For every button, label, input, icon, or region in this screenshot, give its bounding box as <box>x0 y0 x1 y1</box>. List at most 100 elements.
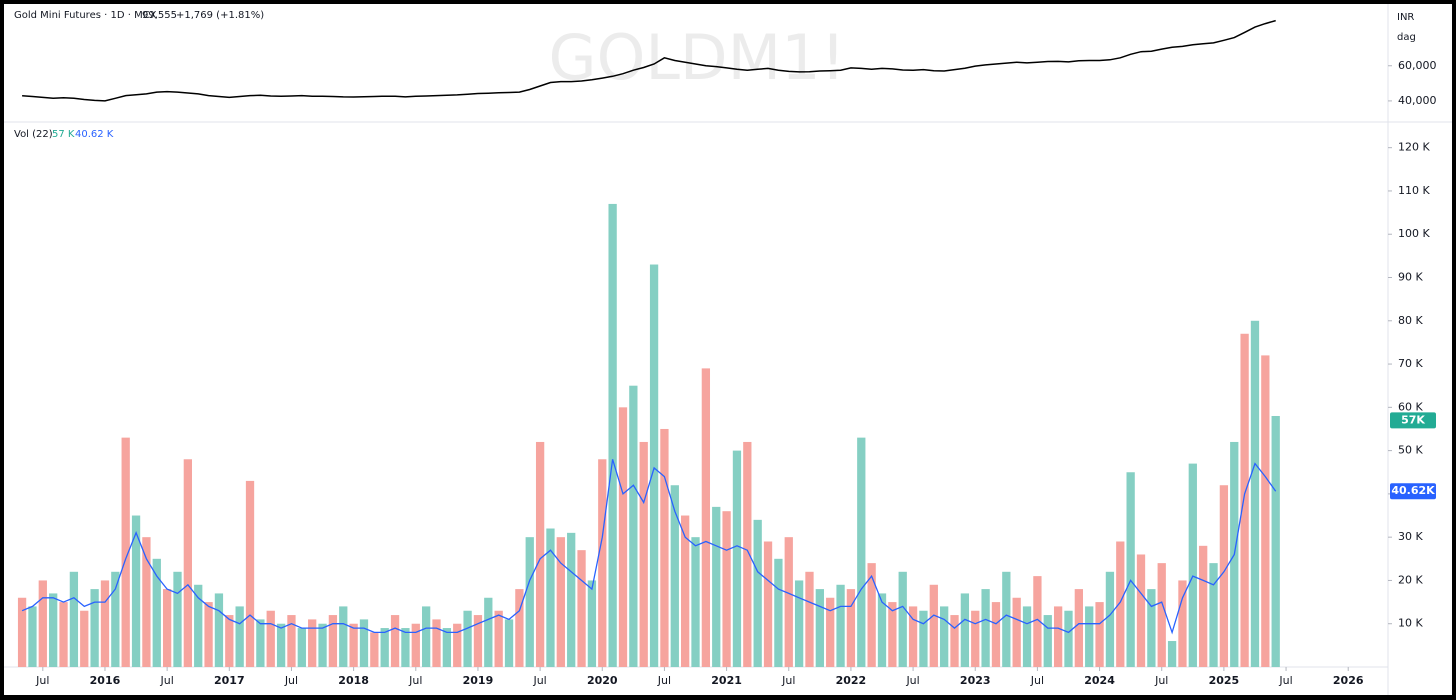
x-tick-label: Jul <box>657 674 671 687</box>
price-badge-label: 40.62K <box>1391 484 1435 497</box>
volume-bar <box>898 571 907 667</box>
volume-bar <box>390 615 400 667</box>
volume-bar <box>90 589 99 667</box>
x-tick-label: 2022 <box>836 674 867 687</box>
volume-bar <box>432 619 441 667</box>
volume-bar <box>815 589 824 667</box>
volume-bar <box>846 589 856 667</box>
volume-bar <box>826 597 835 667</box>
volume-bar <box>618 407 628 667</box>
volume-bar <box>649 264 659 667</box>
price-change: +1,769 (+1.81%) <box>176 10 264 21</box>
volume-bar <box>546 528 555 667</box>
y-tick-label: 30 K <box>1398 530 1423 543</box>
volume-bar <box>111 571 120 667</box>
x-tick-label: Jul <box>35 674 49 687</box>
volume-bar <box>297 628 306 667</box>
volume-bar <box>194 584 203 667</box>
volume-bar <box>805 571 814 667</box>
volume-bar <box>639 441 648 667</box>
volume-bar <box>49 593 58 667</box>
volume-bar <box>28 606 37 667</box>
y-tick-label: 20 K <box>1398 573 1423 586</box>
volume-bar <box>1250 320 1260 667</box>
chart-title: Gold Mini Futures · 1D · MCX <box>14 10 157 21</box>
volume-bar <box>204 602 213 667</box>
volume-bar <box>1178 580 1187 667</box>
volume-bar <box>919 610 928 667</box>
volume-bar <box>867 563 876 667</box>
volume-bar <box>950 615 959 667</box>
volume-bar <box>1219 485 1229 667</box>
x-tick-label: 2025 <box>1209 674 1240 687</box>
y-tick-label: 40,000 <box>1398 94 1437 107</box>
volume-bar <box>836 584 845 667</box>
x-tick-label: Jul <box>284 674 298 687</box>
volume-bar <box>328 615 338 667</box>
volume-bar <box>908 606 918 667</box>
volume-bar <box>629 385 638 667</box>
volume-bar <box>1199 545 1208 667</box>
volume-bar <box>763 541 773 667</box>
volume-bar <box>1167 641 1177 667</box>
volume-bar <box>774 558 783 667</box>
volume-bar <box>359 619 369 667</box>
volume-bar <box>784 537 793 667</box>
volume-legend-value: 57 K <box>52 129 75 140</box>
volume-bar <box>142 537 151 667</box>
volume-bar <box>411 623 420 667</box>
volume-bar <box>473 615 483 667</box>
y-tick-label: 60,000 <box>1398 59 1437 72</box>
price-badge <box>1390 412 1436 429</box>
volume-title: Vol (22) <box>14 129 53 140</box>
volume-bar <box>225 615 234 667</box>
volume-bar <box>577 550 586 667</box>
price-badge <box>1390 483 1436 500</box>
volume-bar <box>1188 463 1197 667</box>
x-tick-label: 2024 <box>1084 674 1115 687</box>
x-tick-label: 2018 <box>338 674 369 687</box>
volume-bar <box>1147 589 1156 667</box>
volume-bar <box>349 623 358 667</box>
volume-bar <box>276 623 286 667</box>
x-tick-label: 2020 <box>587 674 618 687</box>
volume-bar <box>463 610 472 667</box>
volume-bar <box>960 593 970 667</box>
volume-bar <box>370 632 379 667</box>
volume-bar <box>245 480 255 667</box>
volume-bar <box>80 610 89 667</box>
x-tick-label: Jul <box>159 674 173 687</box>
volume-bar <box>183 459 192 667</box>
volume-bar <box>121 437 130 667</box>
volume-bar <box>266 610 275 667</box>
volume-bar <box>991 602 1001 667</box>
y-tick-label: 90 K <box>1398 271 1423 284</box>
volume-bar <box>287 615 296 667</box>
volume-bar <box>1043 615 1052 667</box>
volume-bar <box>1116 541 1125 667</box>
volume-bar <box>981 589 990 667</box>
volume-bar <box>712 506 721 667</box>
volume-bar <box>152 558 161 667</box>
volume-bar <box>1085 606 1094 667</box>
y-tick-label: 80 K <box>1398 314 1423 327</box>
volume-bar <box>567 532 576 667</box>
volume-bar <box>1074 589 1083 667</box>
price-badge-label: 57K <box>1401 413 1425 426</box>
currency: INR <box>1397 12 1414 23</box>
volume-bar <box>484 597 493 667</box>
x-tick-label: 2026 <box>1333 674 1364 687</box>
volume-bar <box>598 459 607 667</box>
volume-bar <box>1022 606 1032 667</box>
volume-bar <box>753 519 762 667</box>
volume-bar <box>131 515 141 667</box>
volume-bar <box>877 593 887 667</box>
volume-bar <box>971 610 980 667</box>
volume-bar <box>608 203 617 667</box>
volume-bar <box>442 628 452 667</box>
volume-bar <box>681 515 690 667</box>
ma-legend-value: 40.62 K <box>75 129 114 140</box>
y-tick-label: 60 K <box>1398 400 1423 413</box>
y-tick-label: 10 K <box>1398 617 1423 630</box>
